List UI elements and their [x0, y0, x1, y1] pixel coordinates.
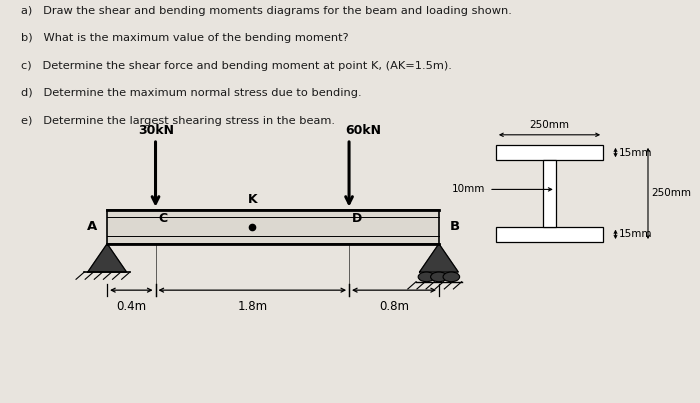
Polygon shape [88, 244, 127, 272]
Circle shape [430, 272, 447, 282]
Text: 30kN: 30kN [138, 124, 174, 137]
Text: A: A [87, 220, 97, 233]
Text: c)   Determine the shear force and bending moment at point K, (AK=1.5m).: c) Determine the shear force and bending… [21, 61, 452, 71]
Bar [496, 145, 603, 160]
Text: C: C [158, 212, 167, 224]
Text: 10mm: 10mm [452, 185, 486, 194]
Text: B: B [449, 220, 459, 233]
Text: a)   Draw the shear and bending moments diagrams for the beam and loading shown.: a) Draw the shear and bending moments di… [21, 6, 512, 16]
Bar [543, 160, 556, 226]
Polygon shape [419, 244, 459, 272]
Circle shape [418, 272, 435, 282]
Text: 15mm: 15mm [619, 147, 652, 158]
Text: D: D [352, 212, 362, 224]
Bar [107, 210, 439, 244]
Text: e)   Determine the largest shearing stress in the beam.: e) Determine the largest shearing stress… [21, 116, 335, 126]
Text: K: K [248, 193, 257, 206]
Text: 60kN: 60kN [346, 124, 382, 137]
Text: 250mm: 250mm [652, 189, 692, 198]
Text: 0.8m: 0.8m [379, 300, 409, 313]
Text: 250mm: 250mm [529, 120, 570, 130]
Text: 15mm: 15mm [619, 229, 652, 239]
Circle shape [443, 272, 460, 282]
Bar [496, 226, 603, 242]
Text: d)   Determine the maximum normal stress due to bending.: d) Determine the maximum normal stress d… [21, 88, 361, 98]
Text: 0.4m: 0.4m [116, 300, 146, 313]
Text: b)   What is the maximum value of the bending moment?: b) What is the maximum value of the bend… [21, 33, 349, 44]
Text: 1.8m: 1.8m [237, 300, 267, 313]
